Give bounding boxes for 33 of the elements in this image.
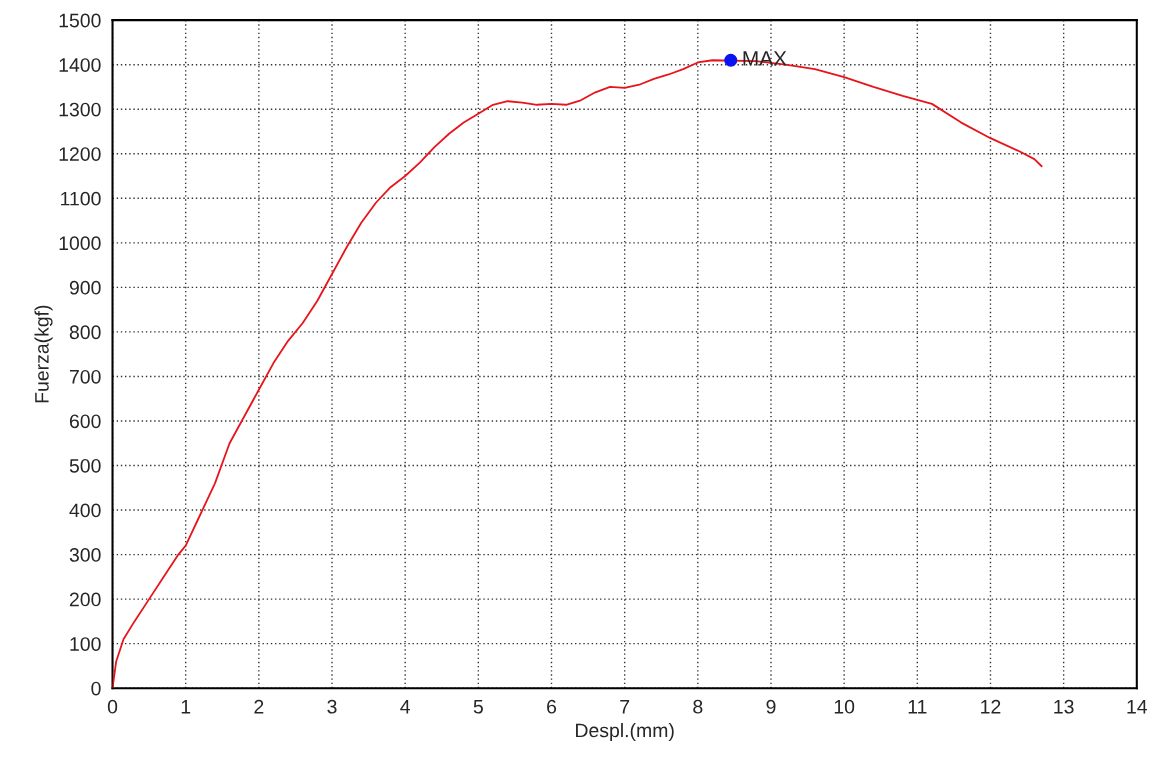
x-tick-label: 10 <box>834 699 855 714</box>
x-tick-label: 5 <box>473 700 483 714</box>
x-tick-label: 12 <box>981 699 1001 714</box>
y-tick-label: 400 <box>69 503 101 518</box>
x-tick-label: 4 <box>400 700 411 714</box>
y-tick-label: 800 <box>69 325 101 340</box>
y-tick-label: 900 <box>69 280 101 295</box>
x-tick-label: 6 <box>547 699 557 714</box>
y-tick-label: 100 <box>70 637 101 651</box>
y-tick-label: 1300 <box>59 102 101 117</box>
x-tick-label: 14 <box>1127 700 1148 714</box>
y-tick-label: 1200 <box>59 147 101 161</box>
y-tick-label: 600 <box>69 414 101 429</box>
x-tick-label: 1 <box>181 700 191 714</box>
y-tick-label: 1100 <box>61 191 101 206</box>
x-tick-label: 8 <box>693 699 703 714</box>
x-tick-label: 3 <box>327 699 337 714</box>
x-tick-label: 7 <box>620 700 630 714</box>
y-tick-label: 0 <box>91 681 101 696</box>
y-tick-label: 200 <box>69 592 101 607</box>
y-tick-label: 500 <box>69 458 101 473</box>
x-tick-label: 2 <box>254 699 264 714</box>
y-tick-label: 1400 <box>59 58 101 72</box>
y-tick-label: 700 <box>69 369 101 384</box>
y-tick-label: 300 <box>69 548 101 562</box>
x-axis-title: Despl.(mm) <box>576 722 674 742</box>
y-axis-title: Fuerza(kgf) <box>34 305 53 403</box>
x-tick-label: 11 <box>908 700 927 714</box>
y-tick-label: 1500 <box>59 13 101 28</box>
x-tick-label: 13 <box>1054 699 1074 714</box>
x-tick-label: 9 <box>766 699 776 714</box>
y-tick-label: 1000 <box>59 236 101 251</box>
x-tick-label: 0 <box>107 699 118 714</box>
